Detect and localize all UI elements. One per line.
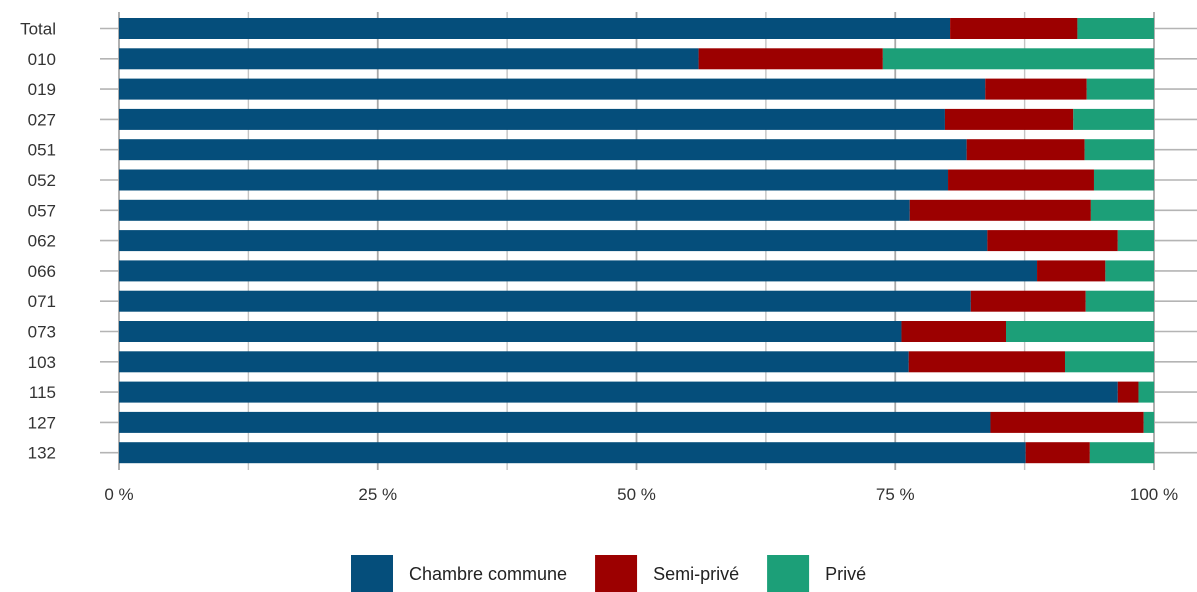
y-tick-label: 019: [28, 80, 56, 99]
y-tick-label: 132: [28, 444, 56, 463]
legend-label: Chambre commune: [409, 564, 567, 584]
legend-label: Privé: [825, 564, 866, 584]
bar-segment: [990, 411, 1144, 433]
bar-segment: [119, 321, 902, 342]
y-axis-labels: Total 010 019 027 051 052 057 062 066 071 073 103 11…: [20, 20, 56, 463]
y-tick-label: 127: [28, 413, 56, 432]
y-tick-label: 103: [28, 353, 56, 372]
x-axis-labels: 0 % 25 % 50 % 75 % 100 %: [104, 485, 1178, 504]
y-tick-label: 062: [28, 232, 56, 251]
bar-segment: [119, 411, 991, 433]
bar-segment: [119, 381, 1118, 403]
legend-swatch: [767, 555, 810, 592]
bar-segment: [1005, 321, 1154, 342]
bar-segment: [966, 139, 1085, 161]
bar-segment: [119, 18, 951, 39]
legend-swatch: [351, 555, 393, 592]
y-tick-label: 057: [28, 201, 56, 220]
bar-segment: [1077, 18, 1154, 39]
bar-segment: [944, 108, 1074, 130]
bar-segment: [119, 169, 949, 191]
y-tick-label: 010: [28, 50, 56, 69]
bar-segment: [119, 108, 945, 130]
bar-segment: [1143, 411, 1154, 433]
x-tick-label: 75 %: [876, 485, 915, 504]
bar-segment: [901, 321, 1006, 342]
bar-segment: [909, 199, 1091, 221]
bar-segment: [1093, 169, 1154, 191]
bar-segment: [950, 18, 1078, 39]
bar-segment: [119, 199, 910, 221]
bar-segment: [698, 48, 883, 70]
bar-segment: [119, 260, 1038, 282]
bar-segment: [1037, 260, 1106, 282]
bar-segment: [119, 48, 699, 70]
bar-segment: [1089, 442, 1154, 464]
x-tick-label: 100 %: [1130, 485, 1178, 504]
bar-segment: [882, 48, 1154, 70]
bar-segment: [1090, 199, 1154, 221]
y-tick-label: 073: [28, 323, 56, 342]
y-tick-label: Total: [20, 20, 56, 39]
bar-segment: [1025, 442, 1090, 464]
x-tick-label: 25 %: [358, 485, 397, 504]
y-tick-label: 051: [28, 141, 56, 160]
bar-segment: [119, 139, 967, 161]
bar-segment: [119, 351, 909, 373]
bar-segment: [1064, 351, 1154, 373]
legend: Chambre commune Semi-privé Privé: [351, 555, 866, 592]
bar-segment: [908, 351, 1065, 373]
bar-segment: [119, 442, 1026, 464]
bar-segment: [119, 78, 986, 100]
bar-segment: [1105, 260, 1154, 282]
bar-segment: [1073, 108, 1154, 130]
bar-segment: [119, 230, 988, 252]
bar-segment: [119, 290, 971, 312]
bar-segment: [1086, 78, 1154, 100]
bar-segment: [1138, 381, 1154, 403]
x-tick-label: 0 %: [104, 485, 133, 504]
y-tick-label: 052: [28, 171, 56, 190]
legend-label: Semi-privé: [653, 564, 739, 584]
bar-segment: [970, 290, 1086, 312]
bars: [119, 18, 1154, 464]
y-tick-label: 115: [29, 383, 56, 402]
y-tick-label: 027: [28, 110, 56, 129]
bar-segment: [1117, 381, 1139, 403]
bar-segment: [948, 169, 1094, 191]
x-tick-label: 50 %: [617, 485, 656, 504]
y-tick-label: 071: [28, 292, 56, 311]
bar-segment: [1084, 139, 1154, 161]
y-tick-label: 066: [28, 262, 56, 281]
bar-segment: [1117, 230, 1154, 252]
legend-swatch: [595, 555, 638, 592]
bar-segment: [985, 78, 1087, 100]
bar-segment: [987, 230, 1118, 252]
bar-segment: [1085, 290, 1154, 312]
